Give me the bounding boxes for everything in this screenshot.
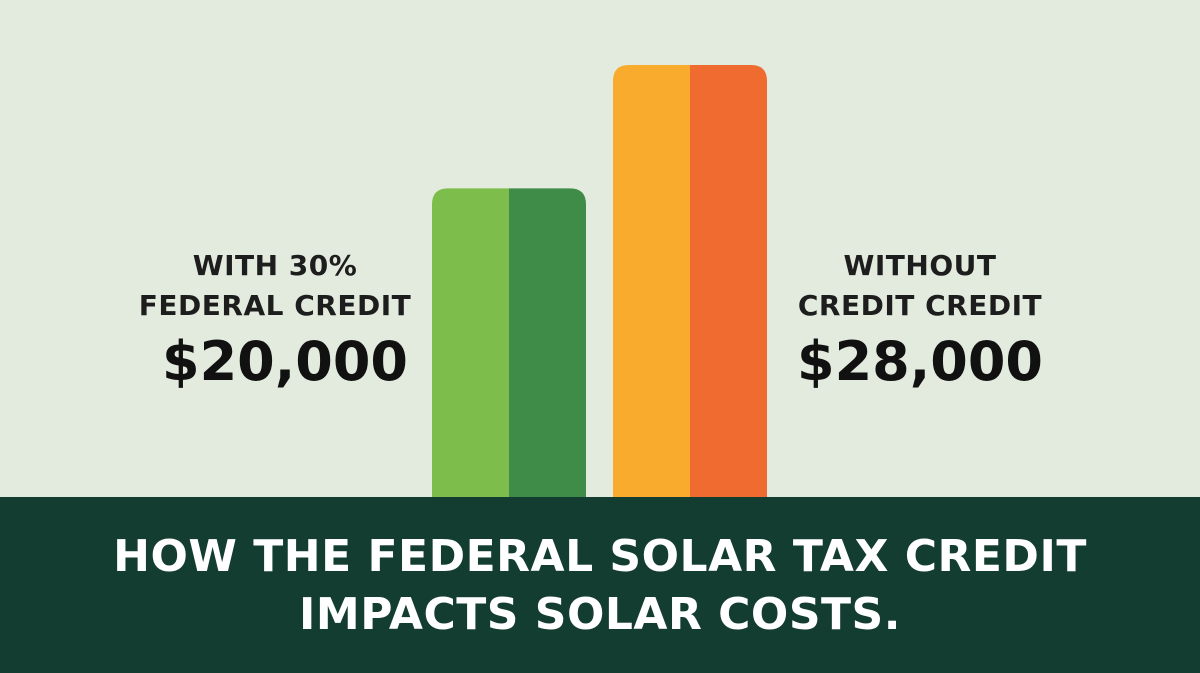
value-label: $20,000 <box>162 330 408 393</box>
bar <box>613 65 767 497</box>
value-label: $28,000 <box>797 330 1043 393</box>
footer-band <box>0 497 1200 673</box>
category-label: WITH 30% FEDERAL CREDIT <box>138 249 412 322</box>
chart-title: HOW THE FEDERAL SOLAR TAX CREDIT IMPACTS… <box>113 531 1087 640</box>
bar <box>432 188 586 497</box>
category-label: WITHOUT CREDIT CREDIT <box>797 249 1043 322</box>
